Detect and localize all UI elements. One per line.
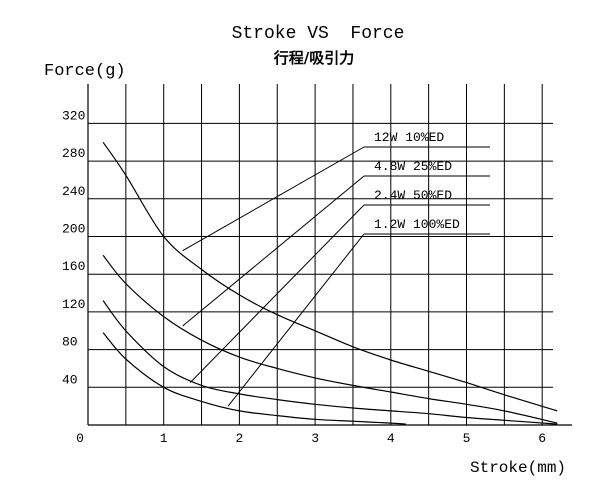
y-tick-label-80: 80 bbox=[62, 335, 78, 350]
x-tick-label-6: 6 bbox=[538, 431, 546, 446]
axes bbox=[87, 84, 572, 426]
series-line-4 bbox=[102, 332, 406, 425]
grid bbox=[88, 84, 553, 425]
x-tick-label-5: 5 bbox=[463, 431, 471, 446]
x-tick-label-4: 4 bbox=[387, 431, 395, 446]
y-tick-label-200: 200 bbox=[62, 222, 85, 237]
legend-label-3: 2.4W 50%ED bbox=[374, 188, 452, 203]
x-axis-label: Stroke(mm) bbox=[470, 459, 566, 477]
x-tick-label-2: 2 bbox=[235, 431, 243, 446]
chart-title: Stroke VS Force bbox=[232, 24, 405, 44]
x-tick-label-3: 3 bbox=[311, 431, 319, 446]
x-tick-label-1: 1 bbox=[160, 431, 168, 446]
legend-label-2: 4.8W 25%ED bbox=[374, 159, 452, 174]
y-tick-label-160: 160 bbox=[62, 259, 85, 274]
legend-leader-4 bbox=[227, 233, 365, 407]
y-tick-label-240: 240 bbox=[62, 184, 85, 199]
series-line-1 bbox=[102, 141, 558, 412]
legend-label-4: 1.2W 100%ED bbox=[374, 217, 460, 232]
y-tick-label-280: 280 bbox=[62, 146, 85, 161]
y-tick-label-120: 120 bbox=[62, 297, 85, 312]
series-line-3 bbox=[102, 300, 558, 425]
y-axis-label: Force(g) bbox=[44, 62, 126, 81]
series-lines bbox=[102, 141, 558, 425]
x-tick-label-0: 0 bbox=[76, 431, 84, 446]
y-tick-label-320: 320 bbox=[62, 108, 85, 123]
tick-labels: 40 80 120 160 200 240 280 320 0 1 2 3 4 5 6 bbox=[62, 108, 546, 446]
legend-label-1: 12W 10%ED bbox=[374, 130, 444, 145]
y-tick-label-40: 40 bbox=[62, 372, 78, 387]
legend-leader-1 bbox=[182, 146, 365, 252]
legend: 12W 10%ED 4.8W 25%ED 2.4W 50%ED 1.2W 100%ED bbox=[182, 130, 490, 407]
legend-leader-3 bbox=[189, 204, 365, 383]
chart-subtitle: 行程/吸引力 bbox=[273, 49, 354, 67]
series-line-2 bbox=[102, 254, 558, 424]
legend-leader-2 bbox=[182, 175, 365, 327]
